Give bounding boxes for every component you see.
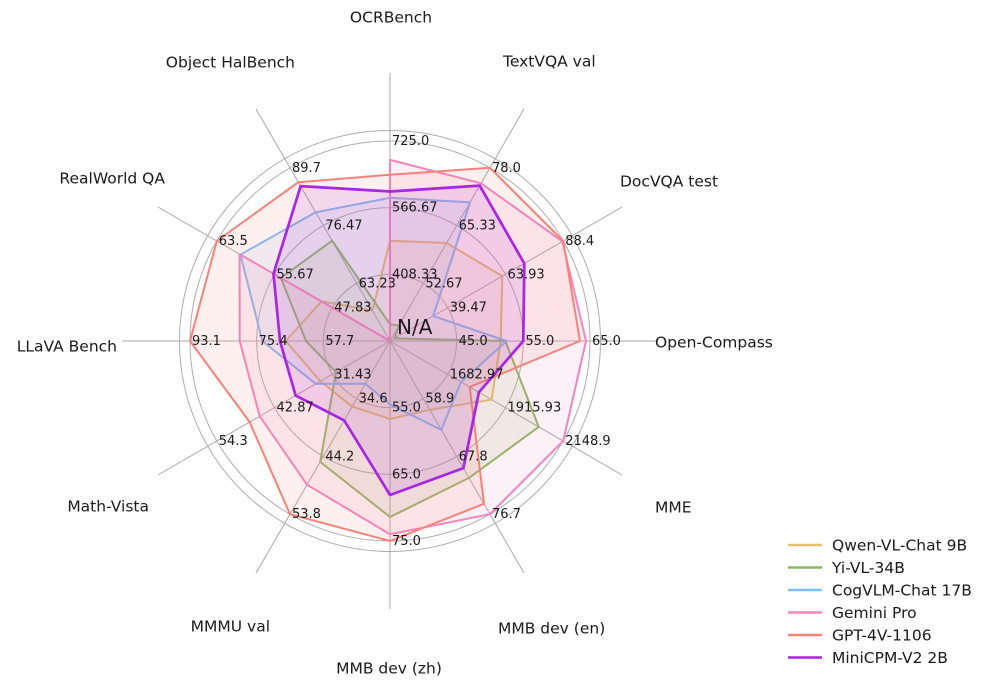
tick-label: 31.43 [334, 367, 371, 382]
series-line-MiniCPM-V2 2B [272, 184, 526, 497]
axis-spoke [255, 340, 391, 574]
tick-label: 47.83 [334, 301, 371, 316]
tick-label: 34.6 [359, 392, 388, 407]
tick-label: 76.7 [492, 507, 521, 522]
axis-spoke [389, 340, 525, 574]
series-fill-CogVLM-Chat 17B [240, 197, 507, 430]
tick-label: 75.0 [392, 534, 421, 549]
tick-label: 55.0 [392, 401, 421, 416]
category-label-MMMU val: MMMU val [191, 618, 270, 636]
tick-label: 2148.9 [565, 434, 611, 449]
tick-label: 63.23 [359, 276, 396, 291]
legend-label: Yi-VL-34B [831, 559, 905, 577]
tick-label: 39.47 [450, 301, 487, 316]
axis-spoke [255, 108, 391, 342]
tick-label: 44.2 [325, 449, 354, 464]
tick-label: 1915.93 [507, 401, 561, 416]
tick-label: 89.7 [292, 161, 321, 176]
radar-category-labels: OCRBench TextVQA val DocVQA test Open-Compa… [17, 9, 773, 678]
category-label-DocVQA test: DocVQA test [620, 173, 718, 191]
category-label-MMB dev (en): MMB dev (en) [498, 620, 605, 638]
legend-item-Gemini Pro: Gemini Pro [788, 604, 917, 622]
category-label-RealWorld QA: RealWorld QA [59, 170, 165, 188]
category-label-OCRBench: OCRBench [350, 9, 432, 27]
series-fill-MiniCPM-V2 2B [273, 185, 525, 495]
tick-label: 75.4 [259, 334, 288, 349]
tick-label: 42.87 [277, 401, 314, 416]
legend-item-MiniCPM-V2 2B: MiniCPM-V2 2B [788, 649, 948, 667]
category-label-Open-Compass: Open-Compass [655, 334, 773, 352]
legend-item-CogVLM-Chat 17B: CogVLM-Chat 17B [788, 582, 972, 600]
tick-label: 54.3 [219, 434, 248, 449]
tick-label: 566.67 [392, 201, 438, 216]
category-label-MME: MME [655, 499, 692, 517]
tick-label: 93.1 [192, 334, 221, 349]
tick-label: 65.33 [459, 219, 496, 234]
series-fill-Gemini Pro [239, 159, 586, 535]
tick-label: 725.0 [392, 134, 429, 149]
outer-spine-ring [179, 130, 601, 552]
tick-label: 63.5 [219, 234, 248, 249]
tick-label: 1682.97 [450, 367, 504, 382]
legend-label: MiniCPM-V2 2B [832, 649, 948, 667]
tick-label: 78.0 [492, 161, 521, 176]
category-label-TextVQA val: TextVQA val [502, 53, 596, 71]
tick-label: 58.9 [425, 392, 454, 407]
tick-label: 65.0 [592, 334, 621, 349]
tick-label: 67.8 [459, 449, 488, 464]
radar-tick-labels: 408.33 566.67 725.0 52.67 65.33 78.0 39.47 63.9… [192, 134, 621, 549]
series-fill-Qwen-VL-Chat 9B [285, 240, 503, 419]
axis-spoke [389, 108, 525, 342]
tick-label: 55.67 [277, 267, 314, 282]
tick-label: 57.7 [325, 334, 354, 349]
series-line-GPT-4V-1106 [189, 166, 581, 542]
legend: Qwen-VL-Chat 9B Yi-VL-34B CogVLM-Chat 17B G… [788, 537, 972, 667]
axis-spoke [389, 340, 623, 476]
center-na-label: N/A [397, 315, 433, 339]
legend-label: CogVLM-Chat 17B [832, 582, 972, 600]
tick-label: 52.67 [425, 276, 462, 291]
legend-item-Qwen-VL-Chat 9B: Qwen-VL-Chat 9B [788, 537, 967, 555]
legend-label: GPT-4V-1106 [832, 627, 932, 645]
category-label-Math-Vista: Math-Vista [67, 498, 149, 516]
category-label-MMB dev (zh): MMB dev (zh) [336, 660, 442, 678]
legend-label: Qwen-VL-Chat 9B [832, 537, 967, 555]
tick-label: 53.8 [292, 507, 321, 522]
tick-label: 88.4 [565, 234, 594, 249]
tick-label: 55.0 [525, 334, 554, 349]
axis-spoke [157, 340, 391, 476]
tick-label: 63.93 [507, 267, 544, 282]
series-fill-Yi-VL-34B [280, 240, 539, 517]
category-label-LLaVA Bench: LLaVA Bench [17, 338, 117, 356]
series-fill-GPT-4V-1106 [190, 167, 580, 542]
tick-label: 76.47 [325, 219, 362, 234]
radar-series [189, 158, 587, 542]
legend-item-Yi-VL-34B: Yi-VL-34B [788, 559, 905, 577]
legend-label: Gemini Pro [832, 604, 917, 622]
tick-label: 45.0 [459, 334, 488, 349]
tick-label: 408.33 [392, 267, 438, 282]
tick-label: 65.0 [392, 467, 421, 482]
axis-spoke [389, 206, 623, 342]
category-label-Object HalBench: Object HalBench [166, 54, 295, 72]
legend-item-GPT-4V-1106: GPT-4V-1106 [788, 627, 932, 645]
